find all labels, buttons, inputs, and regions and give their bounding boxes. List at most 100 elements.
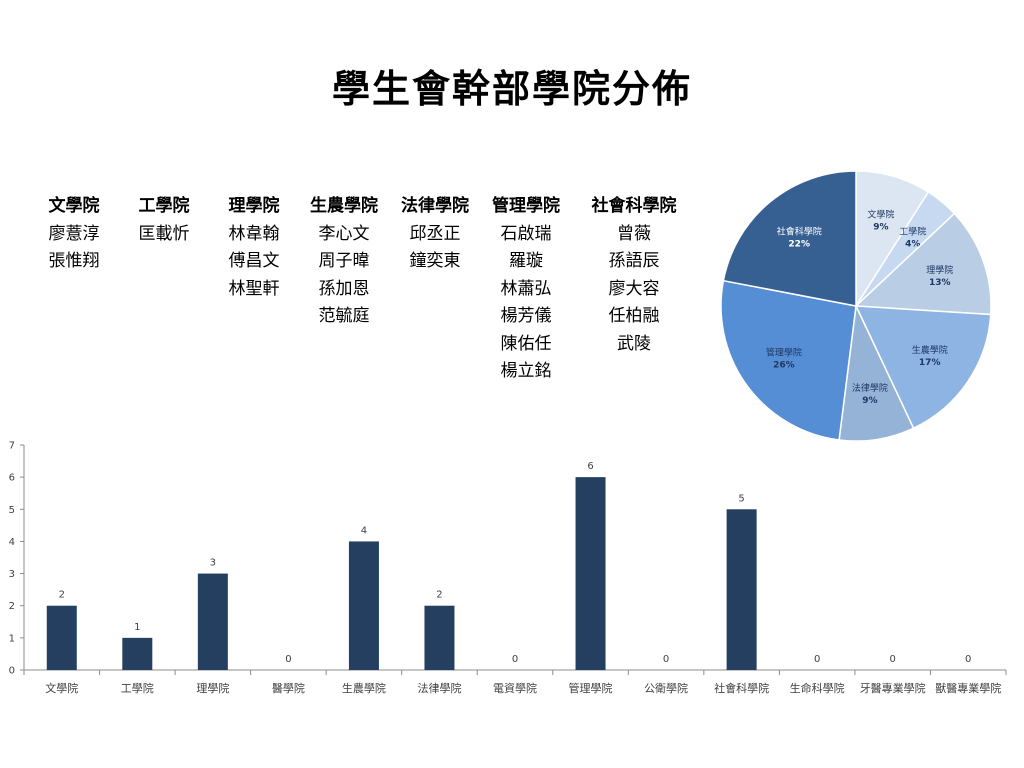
- bar-value-label: 1: [134, 622, 140, 633]
- bar: [575, 477, 606, 670]
- pie-slice-label: 生農學院: [912, 344, 948, 356]
- roster-member: 孫語辰: [608, 251, 660, 271]
- x-tick-label: 社會科學院: [714, 681, 769, 695]
- roster-member: 張惟翔: [48, 251, 100, 271]
- roster-member: 范毓庭: [318, 306, 370, 326]
- bar-value-label: 2: [59, 590, 65, 601]
- pie-slice-label: 社會科學院: [777, 225, 822, 237]
- x-tick-label: 文學院: [45, 681, 78, 695]
- x-tick-label: 牙醫專業學院: [860, 681, 926, 695]
- bar-value-label: 0: [814, 654, 820, 665]
- roster-college-header: 社會科學院: [591, 196, 677, 216]
- pie-slice-label: 管理學院: [766, 346, 802, 358]
- bar: [197, 573, 228, 670]
- bar-value-label: 0: [965, 654, 971, 665]
- pie-slice-percent-label: 13%: [929, 278, 951, 288]
- bar-value-label: 3: [210, 558, 216, 569]
- pie-slice-label: 理學院: [926, 264, 953, 276]
- roster-college-header: 管理學院: [492, 196, 560, 216]
- roster-member: 林聖軒: [228, 278, 280, 299]
- roster-column: 生農學院 李心文 周子暐 孫加恩 范毓庭: [302, 193, 386, 331]
- roster-column: 法律學院 邱丞正 鐘奕東: [393, 193, 477, 276]
- bar: [424, 605, 455, 670]
- pie-slice-7: [722, 170, 857, 307]
- y-tick-label: 6: [9, 473, 15, 484]
- pie-slice-percent-label: 26%: [773, 360, 795, 370]
- x-tick-label: 生農學院: [342, 681, 386, 695]
- pie-slice-4: [854, 305, 992, 430]
- roster-member: 武陵: [617, 333, 651, 354]
- bar: [46, 605, 77, 670]
- pie-slice-percent-label: 9%: [862, 396, 877, 406]
- roster-member: 楊立銘: [500, 361, 552, 381]
- x-tick-label: 理學院: [196, 681, 229, 695]
- roster-member: 傅昌文: [228, 251, 280, 271]
- roster-column: 管理學院 石啟瑞 羅璇 林蕭弘 楊芳儀 陳佑任 楊立銘: [484, 193, 568, 386]
- y-tick-label: 1: [9, 633, 15, 644]
- bar-value-label: 5: [738, 493, 744, 504]
- x-tick-label: 獸醫專業學院: [935, 681, 1001, 695]
- pie-slice-percent-label: 4%: [905, 239, 920, 249]
- roster-member: 林韋翰: [228, 223, 280, 244]
- pie-slice-label: 工學院: [899, 225, 926, 237]
- pie-slice-percent-label: 22%: [788, 239, 810, 249]
- roster-column: 文學院 廖薏淳 張惟翔: [42, 193, 106, 276]
- x-tick-label: 電資學院: [493, 681, 537, 695]
- x-tick-label: 法律學院: [417, 681, 461, 695]
- pie-slice-label: 法律學院: [852, 382, 888, 394]
- y-tick-label: 3: [9, 569, 15, 580]
- bar: [726, 509, 757, 670]
- roster-member: 陳佑任: [500, 333, 552, 354]
- roster-column: 理學院 林韋翰 傅昌文 林聖軒: [222, 193, 286, 303]
- pie-slice-6: [720, 279, 857, 441]
- pie-slice-percent-label: 9%: [873, 222, 888, 232]
- y-tick-label: 4: [9, 537, 15, 548]
- page-title: 學生會幹部學院分佈: [331, 67, 692, 111]
- roster-college-header: 文學院: [48, 196, 100, 216]
- roster-member: 廖薏淳: [48, 223, 100, 244]
- x-tick-label: 生命科學院: [790, 681, 845, 695]
- y-tick-label: 2: [9, 601, 15, 612]
- x-tick-label: 管理學院: [569, 681, 613, 695]
- roster-member: 鐘奕東: [409, 251, 461, 271]
- x-tick-label: 工學院: [121, 681, 154, 695]
- college-count-bar-chart: 0 1 2 3 4 5 6 7 2 文學院 1 工學院 3 理學院 0 醫學院 4 生農學院 2 法律學院 0 電資學院 6…: [9, 441, 1007, 695]
- bar: [348, 541, 379, 670]
- roster-member: 孫加恩: [318, 278, 370, 299]
- bar-value-label: 0: [663, 654, 669, 665]
- bar: [122, 637, 153, 670]
- roster-member: 任柏融: [608, 306, 660, 326]
- roster-member: 羅璇: [509, 251, 543, 271]
- roster-column: 社會科學院 曾薇 孫語辰 廖大容 任柏融 武陵: [580, 193, 688, 358]
- college-share-pie-chart: 文學院 9% 工學院 4% 理學院 13% 生農學院 17% 法律學院 9% 管理學院 26% 社會科學…: [720, 170, 992, 442]
- x-tick-label: 醫學院: [272, 681, 305, 695]
- roster-college-header: 理學院: [228, 196, 280, 216]
- bar-value-label: 0: [512, 654, 518, 665]
- roster-member: 石啟瑞: [500, 223, 552, 244]
- roster-college-header: 法律學院: [401, 196, 469, 216]
- pie-slice-label: 文學院: [867, 208, 894, 220]
- bar-value-label: 0: [890, 654, 896, 665]
- pie-slice-percent-label: 17%: [919, 358, 941, 368]
- pie-slice-3: [854, 212, 992, 316]
- y-tick-label: 7: [9, 441, 15, 452]
- y-tick-label: 0: [9, 666, 15, 677]
- roster-member: 林蕭弘: [500, 278, 552, 299]
- bar-value-label: 4: [361, 525, 367, 536]
- bar-value-label: 0: [285, 654, 291, 665]
- officer-roster-table: 文學院 廖薏淳 張惟翔 工學院 匡載忻 理學院 林韋翰 傅昌文 林聖軒 生農學院…: [0, 193, 720, 393]
- bar-value-label: 2: [436, 590, 442, 601]
- y-tick-label: 5: [9, 505, 15, 516]
- roster-college-header: 生農學院: [310, 196, 378, 216]
- roster-member: 匡載忻: [138, 223, 190, 244]
- roster-column: 工學院 匡載忻: [132, 193, 196, 248]
- roster-college-header: 工學院: [138, 196, 190, 216]
- roster-member: 周子暐: [318, 251, 370, 271]
- roster-member: 楊芳儀: [500, 306, 552, 326]
- bar-value-label: 6: [587, 461, 593, 472]
- roster-member: 廖大容: [608, 278, 660, 299]
- roster-member: 曾薇: [617, 223, 651, 244]
- roster-member: 邱丞正: [409, 223, 461, 244]
- roster-member: 李心文: [318, 223, 370, 244]
- x-tick-label: 公衛學院: [644, 681, 688, 695]
